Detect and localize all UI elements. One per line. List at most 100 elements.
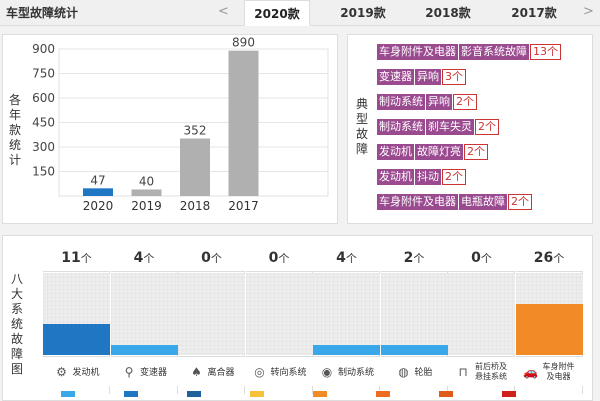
system-column[interactable]: 4个 ⚲ 变速器 bbox=[110, 244, 178, 394]
legend-swatch bbox=[376, 391, 390, 397]
system-level-area bbox=[380, 273, 448, 355]
system-count-value: 26 bbox=[533, 250, 554, 266]
next-arrow-icon[interactable]: > bbox=[583, 4, 594, 19]
system-name: 🚗 车身附件及电器 bbox=[515, 356, 583, 386]
fault-system-tag: 发动机 bbox=[377, 169, 414, 185]
legend-swatch bbox=[187, 391, 201, 397]
tab-2017[interactable]: 2017款 bbox=[511, 6, 557, 20]
system-count: 26个 bbox=[515, 244, 583, 272]
fault-item[interactable]: 制动系统 异响 2个 bbox=[377, 94, 477, 110]
system-name-label: 轮胎 bbox=[414, 368, 433, 378]
suspension-icon: ⊓ bbox=[458, 364, 468, 379]
bar-value-label: 890 bbox=[232, 36, 255, 50]
system-column[interactable]: 11个 ⚙ 发动机 bbox=[43, 244, 110, 394]
y-tick-label: 750 bbox=[32, 67, 55, 81]
system-name: ◍ 轮胎 bbox=[380, 356, 448, 386]
system-count-unit: 个 bbox=[413, 252, 425, 265]
fault-item[interactable]: 变速器 异响 3个 bbox=[377, 69, 466, 85]
tab-2020[interactable]: 2020款 bbox=[244, 0, 310, 26]
bar-value-label: 47 bbox=[90, 173, 105, 187]
bar-2019 bbox=[131, 189, 162, 196]
fault-count-badge: 2个 bbox=[464, 144, 488, 160]
system-column[interactable]: 2个 ◍ 轮胎 bbox=[380, 244, 448, 394]
system-column[interactable]: 4个 ◉ 制动系统 bbox=[313, 244, 380, 394]
system-level-area bbox=[515, 273, 583, 355]
fault-count-badge: 2个 bbox=[442, 169, 466, 185]
fault-symptom-tag: 异响 bbox=[426, 94, 452, 110]
legend-swatch bbox=[439, 391, 453, 397]
y-tick-label: 450 bbox=[32, 116, 55, 130]
legend-swatch bbox=[124, 391, 138, 397]
fault-item[interactable]: 发动机 抖动 2个 bbox=[377, 169, 466, 185]
gearbox-icon: ⚲ bbox=[124, 364, 134, 379]
fault-count-badge: 13个 bbox=[530, 44, 561, 60]
system-name-label: 车身附件及电器 bbox=[542, 361, 575, 381]
bar-2018 bbox=[180, 138, 210, 196]
system-count-unit: 个 bbox=[480, 252, 492, 265]
brake-icon: ◉ bbox=[321, 364, 333, 379]
y-tick-label: 300 bbox=[32, 140, 55, 154]
system-level-area bbox=[178, 273, 245, 355]
system-column[interactable]: 0个 ⊓ 前后桥及悬挂系统 bbox=[448, 244, 515, 394]
system-count-unit: 个 bbox=[143, 252, 155, 265]
fault-symptom-tag: 抖动 bbox=[415, 169, 441, 185]
system-name: ♠ 离合器 bbox=[178, 356, 245, 386]
system-name: ⊓ 前后桥及悬挂系统 bbox=[448, 356, 515, 386]
system-count-value: 4 bbox=[133, 250, 144, 266]
fault-item[interactable]: 制动系统 刹车失灵 2个 bbox=[377, 119, 499, 135]
bar-2020 bbox=[83, 188, 113, 196]
system-count-value: 0 bbox=[201, 250, 211, 266]
system-count: 0个 bbox=[178, 244, 245, 272]
system-column[interactable]: 0个 ◎ 转向系统 bbox=[245, 244, 313, 394]
fault-count-badge: 2个 bbox=[508, 194, 532, 210]
system-count: 0个 bbox=[448, 244, 515, 272]
system-level-fill bbox=[313, 345, 380, 355]
system-level-area bbox=[313, 273, 380, 355]
system-name: ⚲ 变速器 bbox=[110, 356, 178, 386]
system-column[interactable]: 26个 🚗 车身附件及电器 bbox=[515, 244, 583, 394]
engine-icon: ⚙ bbox=[56, 364, 67, 379]
tab-2018[interactable]: 2018款 bbox=[425, 6, 471, 20]
system-level-area bbox=[448, 273, 515, 355]
steering-wheel-icon: ◎ bbox=[254, 364, 265, 379]
system-name-label: 转向系统 bbox=[270, 368, 307, 378]
system-count-value: 11 bbox=[61, 250, 81, 266]
fault-count-badge: 3个 bbox=[442, 69, 466, 85]
system-count-unit: 个 bbox=[278, 252, 290, 265]
systems-panel: 八大系统故障图 11个 ⚙ 发动机 4个 ⚲ 变速器 0个 ♠ 离合器 0个 ◎ 转向系统 4个 ◉ 制动系… bbox=[2, 235, 593, 401]
system-count-value: 0 bbox=[471, 250, 481, 266]
tire-icon: ◍ bbox=[398, 364, 409, 379]
system-level-fill bbox=[43, 323, 110, 355]
prev-arrow-icon[interactable]: < bbox=[218, 4, 229, 19]
system-column[interactable]: 0个 ♠ 离合器 bbox=[178, 244, 245, 394]
system-count-value: 4 bbox=[336, 250, 346, 266]
legend-swatch bbox=[250, 391, 264, 397]
bar-2017 bbox=[228, 50, 259, 196]
fault-count-badge: 2个 bbox=[475, 119, 499, 135]
fault-system-tag: 车身附件及电器 bbox=[377, 194, 458, 210]
system-level-area bbox=[245, 273, 313, 355]
fault-item[interactable]: 车身附件及电器 影音系统故障 13个 bbox=[377, 44, 561, 60]
y-tick-label: 150 bbox=[32, 165, 55, 179]
system-name-label: 变速器 bbox=[139, 368, 167, 378]
legend-swatch bbox=[502, 391, 516, 397]
fault-item[interactable]: 发动机 故障灯亮 2个 bbox=[377, 144, 488, 160]
fault-item[interactable]: 车身附件及电器 电瓶故障 2个 bbox=[377, 194, 532, 210]
fault-system-tag: 变速器 bbox=[377, 69, 414, 85]
systems-label: 八大系统故障图 bbox=[11, 272, 24, 376]
system-count: 4个 bbox=[313, 244, 380, 272]
system-name: ◎ 转向系统 bbox=[245, 356, 313, 386]
fault-symptom-tag: 电瓶故障 bbox=[459, 194, 507, 210]
yearly-chart-panel: 各年款统计 150 300 450 600 750 900 47 2020 40 2019 352 2… bbox=[2, 34, 338, 224]
tab-2019[interactable]: 2019款 bbox=[340, 6, 386, 20]
typical-faults-panel: 典型故障 车身附件及电器 影音系统故障 13个 变速器 异响 3个 制动系统 异响 2个 制动系统… bbox=[347, 34, 593, 224]
fault-symptom-tag: 刹车失灵 bbox=[426, 119, 474, 135]
system-count: 11个 bbox=[43, 244, 110, 272]
system-count-value: 2 bbox=[403, 250, 414, 266]
fault-symptom-tag: 影音系统故障 bbox=[459, 44, 529, 60]
bar-value-label: 40 bbox=[139, 174, 154, 188]
system-level-area bbox=[43, 273, 110, 355]
fault-system-tag: 发动机 bbox=[377, 144, 414, 160]
system-level-area bbox=[110, 273, 178, 355]
system-count-unit: 个 bbox=[210, 252, 222, 265]
